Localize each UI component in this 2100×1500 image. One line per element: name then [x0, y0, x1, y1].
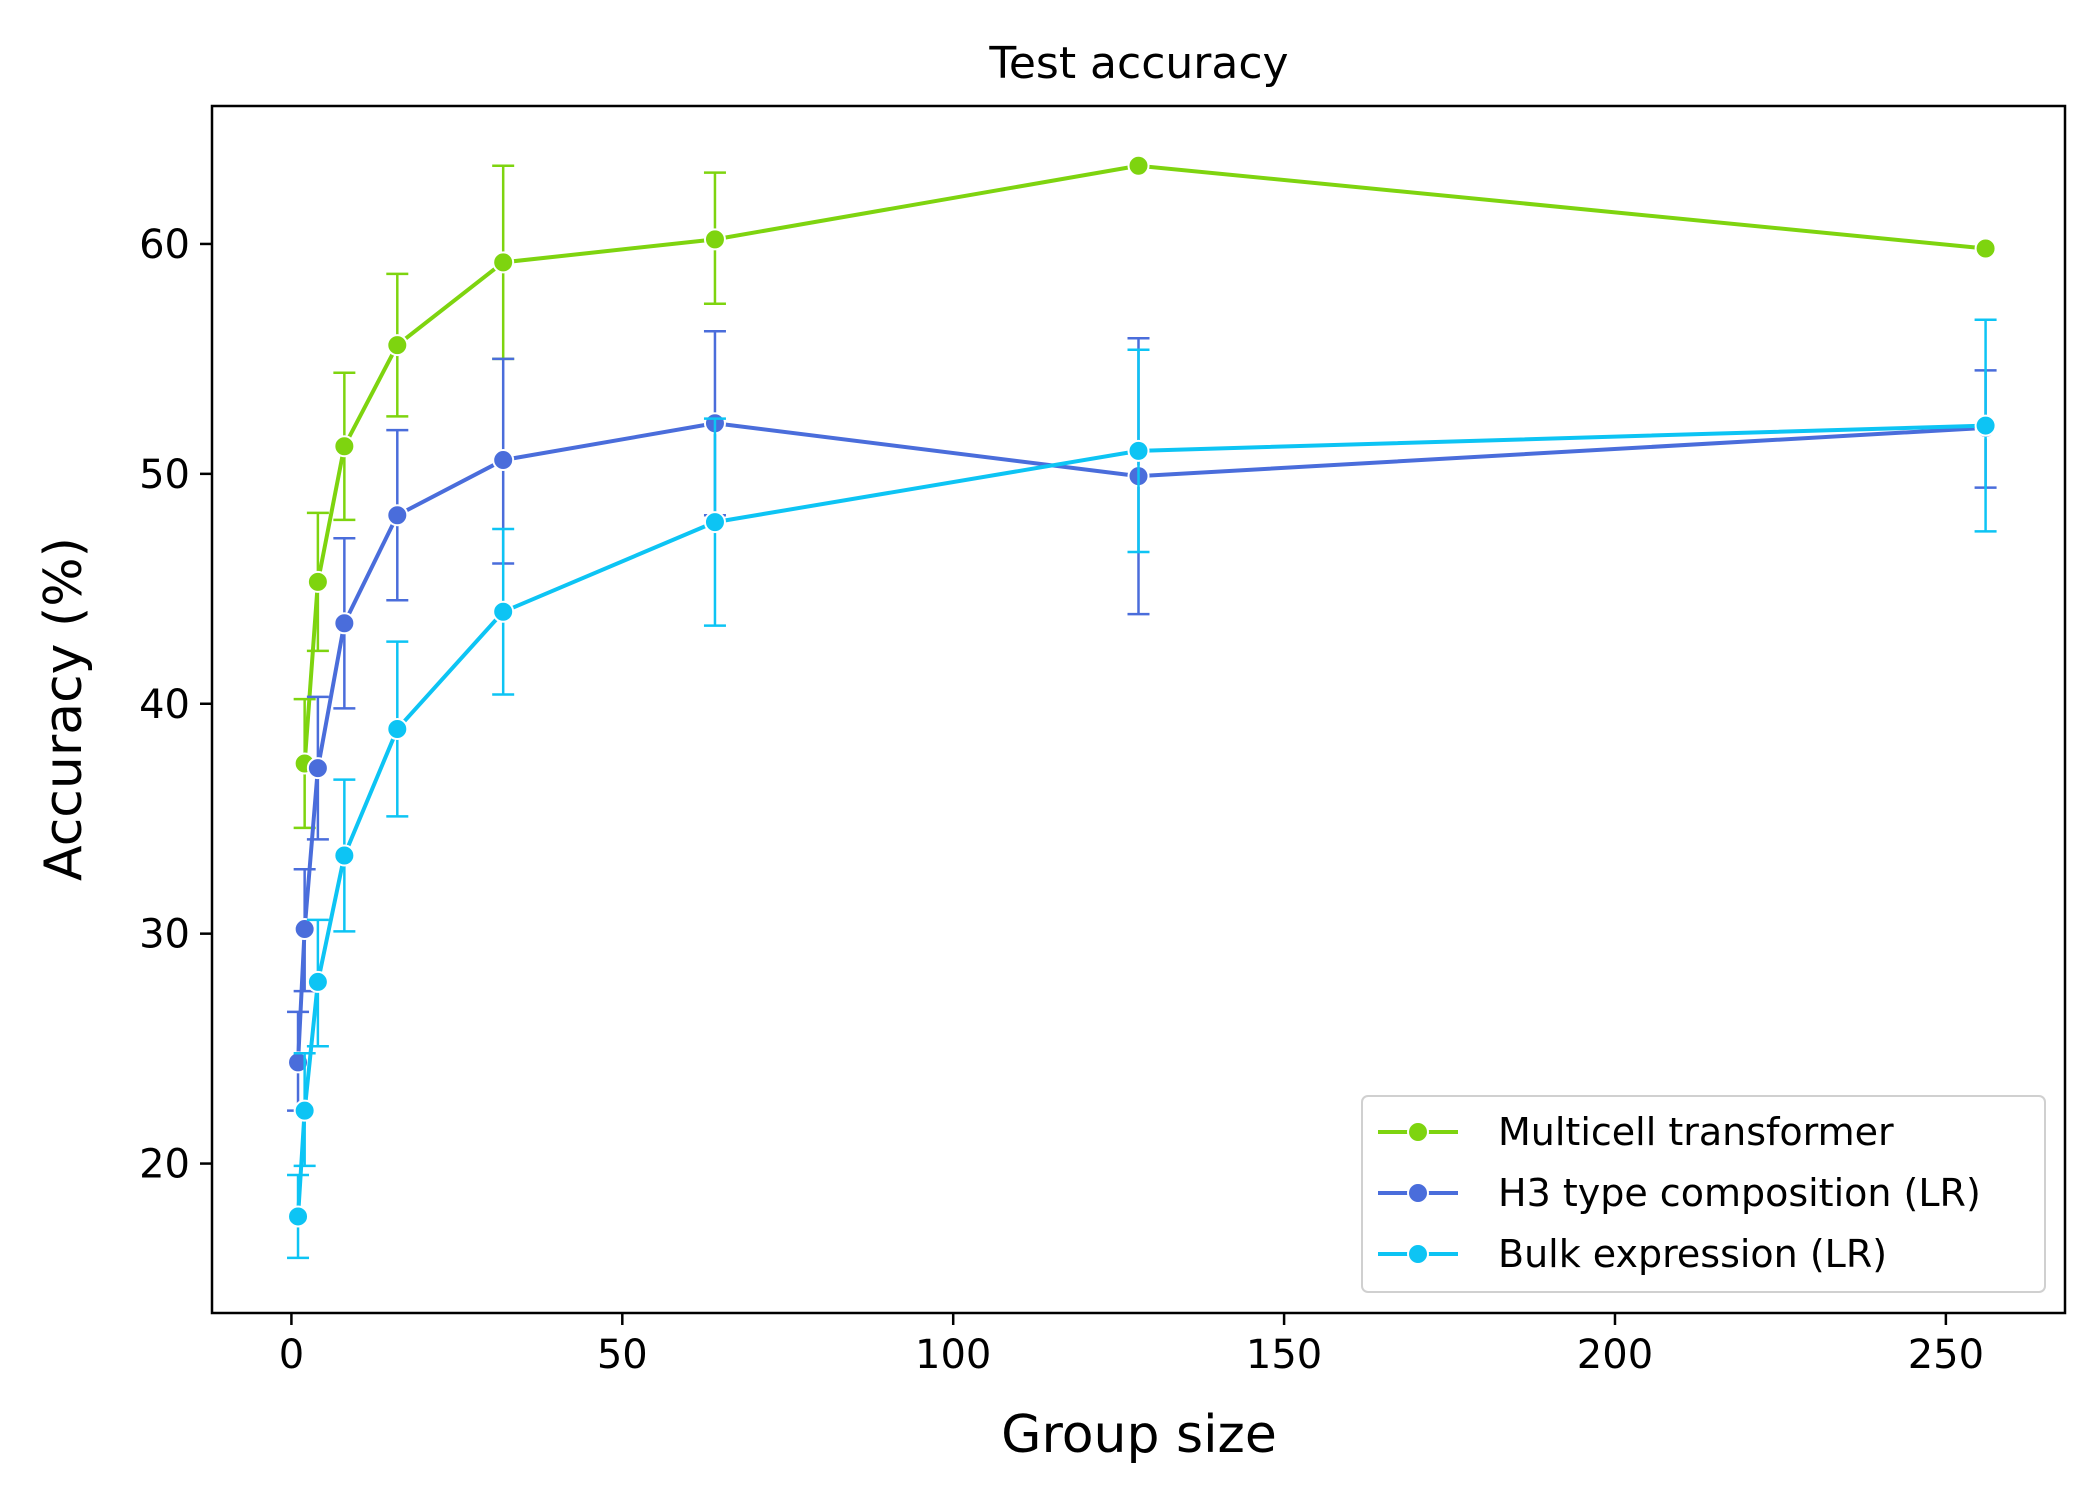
- x-tick-label: 250: [1908, 1332, 1984, 1378]
- y-tick-label: 50: [139, 452, 190, 498]
- data-point: [306, 570, 329, 593]
- y-tick-label: 30: [139, 912, 190, 958]
- x-tick-label: 50: [597, 1332, 648, 1378]
- data-point: [287, 1205, 310, 1228]
- data-point: [333, 612, 356, 635]
- y-tick-label: 60: [139, 222, 190, 268]
- data-point: [333, 844, 356, 867]
- series-line: [302, 163, 1986, 764]
- data-point: [306, 757, 329, 780]
- data-point: [1127, 439, 1150, 462]
- legend-box: [1361, 1095, 2046, 1293]
- y-tick-label: 20: [139, 1142, 190, 1188]
- data-point: [293, 918, 316, 941]
- legend-label: Multicell transformer: [1498, 1110, 1894, 1154]
- axes: 0 50 100 150 200 250 20 30 40 50 60: [139, 222, 1984, 1378]
- x-tick-label: 200: [1577, 1332, 1653, 1378]
- data-point: [703, 511, 726, 534]
- data-point: [492, 251, 515, 274]
- legend-swatch-marker: [1407, 1182, 1429, 1204]
- y-axis-label: Accuracy (%): [34, 537, 94, 881]
- data-point: [492, 449, 515, 472]
- legend: Multicell transformer H3 type composition…: [1361, 1095, 2046, 1293]
- data-point: [386, 718, 409, 741]
- legend-swatch-marker: [1407, 1243, 1429, 1265]
- plot-frame: [210, 104, 2067, 1315]
- legend-label: Bulk expression (LR): [1498, 1232, 1887, 1276]
- data-point: [333, 435, 356, 458]
- data-point: [492, 600, 515, 623]
- legend-swatch-marker: [1407, 1121, 1429, 1143]
- plot-marks: [287, 154, 1997, 1260]
- y-tick-label: 40: [139, 682, 190, 728]
- series-line: [296, 421, 1986, 1063]
- series-2: [287, 318, 1997, 1260]
- legend-label: H3 type composition (LR): [1498, 1171, 1981, 1215]
- data-point: [386, 504, 409, 527]
- data-point: [293, 1099, 316, 1122]
- x-tick-label: 0: [279, 1332, 304, 1378]
- data-point: [306, 970, 329, 993]
- series-0: [293, 154, 1997, 830]
- data-point: [1974, 237, 1997, 260]
- x-tick-label: 150: [1246, 1332, 1322, 1378]
- data-point: [1974, 414, 1997, 437]
- data-point: [386, 334, 409, 357]
- x-tick-label: 100: [915, 1332, 991, 1378]
- data-point: [1127, 154, 1150, 177]
- chart-title: Test accuracy: [988, 38, 1288, 89]
- x-axis-label: Group size: [1001, 1405, 1277, 1465]
- data-point: [703, 228, 726, 251]
